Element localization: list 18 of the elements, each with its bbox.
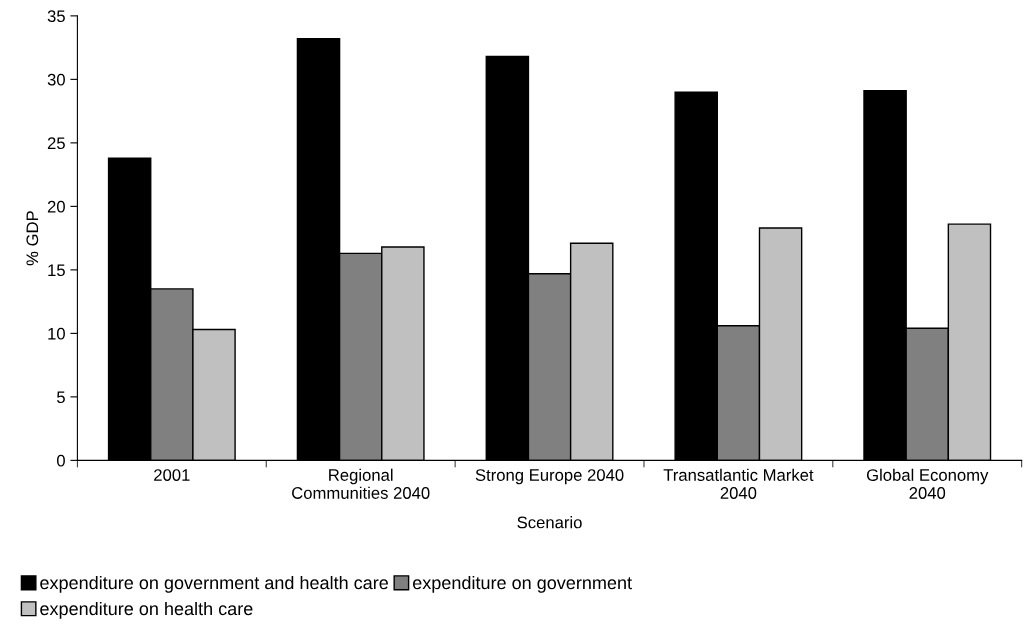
x-tick-label: 2001 (154, 469, 190, 481)
y-tick-label: 5 (56, 391, 65, 404)
y-axis-title: % GDP (26, 211, 39, 266)
legend-label: expenditure on government (412, 575, 632, 593)
y-tick-label: 0 (56, 454, 65, 467)
y-tick-label: 35 (47, 10, 65, 23)
x-tick-label: Strong Europe 2040 (475, 469, 624, 485)
legend-label: expenditure on health care (40, 601, 253, 619)
y-tick-label: 30 (47, 73, 65, 86)
x-tick-label: Regional Communities 2040 (292, 468, 430, 499)
y-tick-label: 20 (47, 200, 65, 213)
x-tick-label: Transatlantic Market 2040 (663, 468, 814, 499)
y-tick-label: 15 (48, 264, 65, 277)
x-axis-title: Scenario (517, 516, 582, 529)
x-tick-label: Global Economy 2040 (866, 468, 989, 499)
y-tick-label: 10 (48, 327, 65, 340)
legend-label: expenditure on government and health care (40, 575, 388, 593)
y-tick-label: 25 (47, 137, 65, 150)
